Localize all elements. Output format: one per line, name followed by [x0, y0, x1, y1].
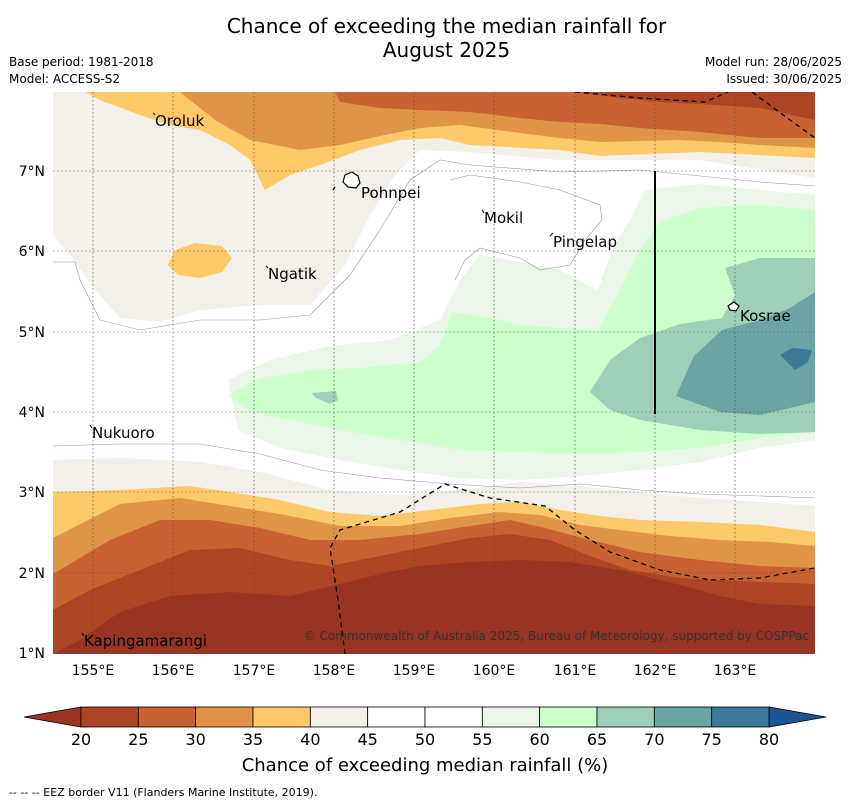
lon-tick-160: 160°E [473, 663, 516, 679]
lon-tick-158: 158°E [313, 663, 356, 679]
place-pingelap: Pingelap [553, 233, 617, 251]
colorbar-tick-label: 55 [472, 730, 492, 749]
colorbar-tick-label: 35 [243, 730, 263, 749]
latitude-ticks: 7°N 6°N 5°N 4°N 3°N 2°N 1°N [19, 164, 45, 662]
eez-border-south [329, 483, 815, 654]
colorbar-tick-label: 70 [644, 730, 664, 749]
colorbar-cell [653, 706, 713, 728]
place-ngatik: Ngatik [268, 265, 317, 283]
model-run: Model run: 28/06/2025 [704, 55, 842, 69]
kosrae-island [727, 301, 740, 312]
eez-border-north [574, 92, 815, 139]
colorbar-tick-label: 50 [415, 730, 435, 749]
colorbar-label: Chance of exceeding median rainfall (%) [241, 755, 609, 776]
lat-tick-1: 1°N [19, 646, 45, 662]
longitude-ticks: 155°E 156°E 157°E 158°E 159°E 160°E 161°… [72, 663, 757, 679]
place-mark-mokil [481, 209, 485, 214]
lon-tick-157: 157°E [233, 663, 276, 679]
colorbar-tick-label: 45 [357, 730, 377, 749]
colorbar-tick-label: 40 [300, 730, 320, 749]
meta-right: Model run: 28/06/2025 Issued: 30/06/2025 [705, 54, 842, 88]
colorbar: 20 25 30 35 40 45 50 55 60 65 70 75 80 [23, 706, 827, 749]
base-period: Base period: 1981-2018 [9, 55, 154, 69]
lon-tick-162: 162°E [634, 663, 677, 679]
colorbar-cells [80, 706, 770, 728]
colorbar-tick-label: 65 [587, 730, 607, 749]
lat-tick-7: 7°N [19, 164, 45, 180]
place-mark-kapingamarangi [81, 632, 85, 637]
patch-wet-west-65-70 [312, 391, 338, 404]
island-mark-west-pohnpei [332, 186, 336, 191]
place-mark-pingelap [549, 232, 554, 237]
lat-tick-3: 3°N [19, 485, 45, 501]
forecast-field [53, 92, 815, 654]
model-name: Model: ACCESS-S2 [9, 72, 121, 86]
band-south-below-20 [53, 560, 815, 654]
place-nukuoro: Nukuoro [92, 424, 155, 442]
place-pohnpei: Pohnpei [361, 184, 421, 202]
pohnpei-island [342, 171, 361, 189]
lat-tick-4: 4°N [19, 405, 45, 421]
eez-borders [329, 92, 815, 654]
meta-left: Base period: 1981-2018 Model: ACCESS-S2 [9, 54, 154, 88]
colorbar-cell [80, 706, 139, 728]
map-title: Chance of exceeding the median rainfall … [0, 14, 850, 62]
place-mokil: Mokil [484, 209, 523, 227]
lon-tick-155: 155°E [72, 663, 115, 679]
colorbar-cell [252, 706, 311, 728]
colorbar-cell [539, 706, 598, 728]
title-line-1: Chance of exceeding the median rainfall … [226, 14, 667, 38]
issued-date: Issued: 30/06/2025 [726, 72, 842, 86]
lon-tick-159: 159°E [393, 663, 436, 679]
band-wet-70-75 [676, 292, 815, 415]
colorbar-above-arrow [768, 706, 827, 728]
place-oroluk: Oroluk [155, 112, 204, 130]
colorbar-cell [137, 706, 197, 728]
colorbar-cell [195, 706, 254, 728]
place-mark-ngatik [265, 265, 269, 269]
colorbar-tick-label: 75 [701, 730, 721, 749]
lat-tick-5: 5°N [19, 325, 45, 341]
lat-tick-6: 6°N [19, 244, 45, 260]
place-mark-nukuoro [89, 424, 93, 429]
colorbar-cell [481, 706, 541, 728]
colorbar-cell [711, 706, 770, 728]
colorbar-cell [309, 706, 369, 728]
copyright-notice: © Commonwealth of Australia 2025, Bureau… [304, 629, 809, 643]
place-labels: Oroluk Pohnpei Mokil Pingelap Ngatik Kos… [81, 112, 791, 650]
lon-tick-163: 163°E [714, 663, 757, 679]
title-line-2: August 2025 [382, 38, 511, 62]
band-wet-75-80 [780, 348, 812, 370]
colorbar-below-arrow [23, 706, 82, 728]
lon-tick-156: 156°E [152, 663, 195, 679]
place-mark-oroluk [152, 112, 156, 116]
patch-ngatik-35-40 [168, 243, 232, 278]
lon-tick-161: 161°E [554, 663, 597, 679]
colorbar-cell [596, 706, 655, 728]
place-kapingamarangi: Kapingamarangi [84, 632, 207, 650]
lat-tick-2: 2°N [19, 566, 45, 582]
eez-legend-note: -- -- -- EEZ border V11 (Flanders Marine… [9, 786, 318, 799]
colorbar-tick-label: 60 [529, 730, 549, 749]
band-north-20-25 [575, 92, 815, 120]
colorbar-tick-label: 20 [71, 730, 91, 749]
contour-line-50 [449, 174, 603, 281]
contour-line-55 [53, 443, 815, 499]
colorbar-cell [367, 706, 426, 728]
colorbar-tick-label: 80 [759, 730, 779, 749]
colorbar-tick-label: 25 [128, 730, 148, 749]
place-kosrae: Kosrae [740, 307, 791, 325]
colorbar-tick-label: 30 [185, 730, 205, 749]
colorbar-ticks: 20 25 30 35 40 45 50 55 60 65 70 75 80 [71, 730, 779, 749]
colorbar-cell [424, 706, 483, 728]
